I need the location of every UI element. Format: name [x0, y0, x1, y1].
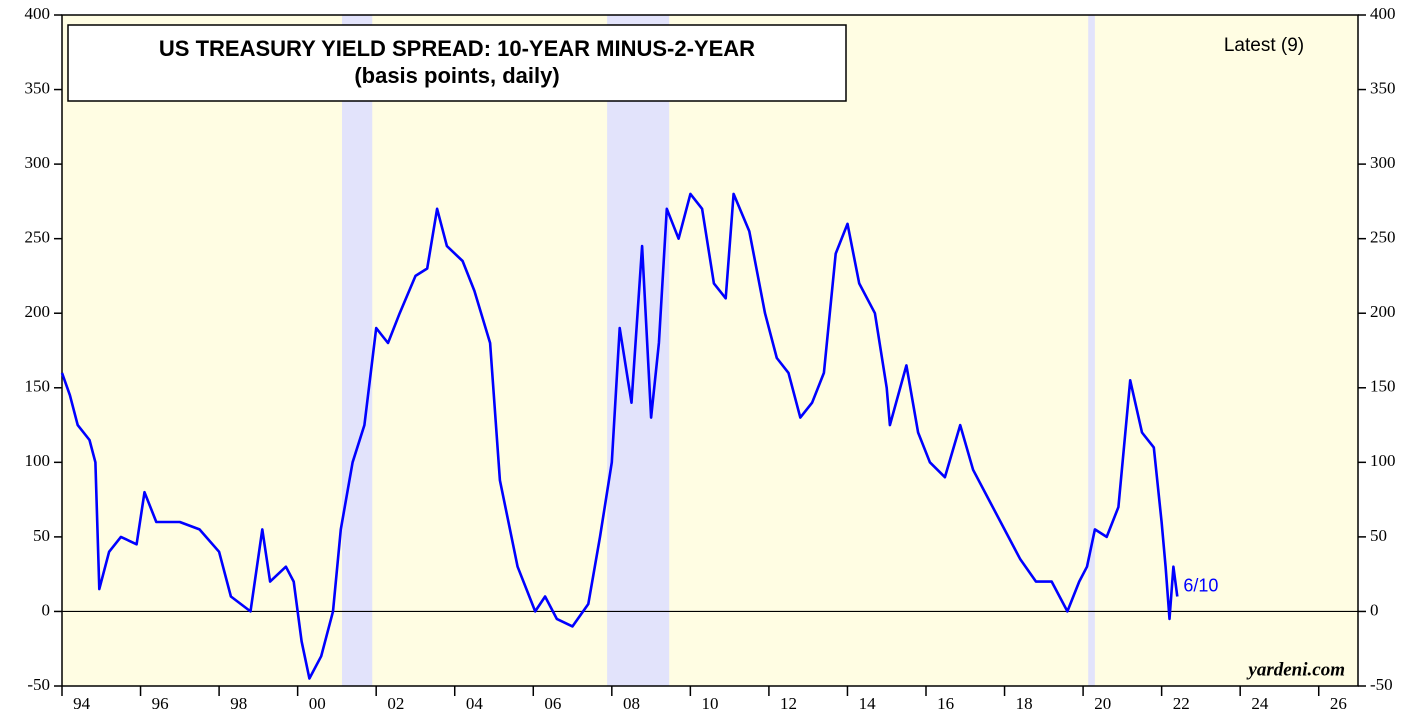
y2-tick-label: -50 [1370, 675, 1393, 694]
y2-tick-label: 250 [1370, 228, 1396, 247]
x-tick-label: 10 [702, 694, 719, 713]
y2-tick-label: 100 [1370, 451, 1396, 470]
plot-frame [61, 14, 1359, 687]
y2-tick-label: 0 [1370, 600, 1379, 619]
y2-tick-label: 50 [1370, 526, 1387, 545]
chart-subtitle: (basis points, daily) [354, 63, 559, 88]
plot-background [62, 15, 1358, 686]
y2-tick-label: 200 [1370, 302, 1396, 321]
x-tick-label: 14 [859, 694, 877, 713]
y-tick-label: -50 [27, 675, 50, 694]
x-tick-label: 02 [387, 694, 404, 713]
y-tick-label: 0 [42, 600, 51, 619]
x-tick-label: 12 [780, 694, 797, 713]
x-tick-label: 00 [309, 694, 326, 713]
x-tick-label: 16 [937, 694, 954, 713]
x-tick-label: 24 [1251, 694, 1269, 713]
y-tick-label: 200 [25, 302, 51, 321]
x-tick-label: 26 [1330, 694, 1347, 713]
series-line [60, 192, 1179, 680]
y2-tick-label: 150 [1370, 377, 1396, 396]
x-tick-label: 18 [1016, 694, 1033, 713]
legend-note: Latest (9) [1224, 35, 1304, 56]
y2-tick-label: 400 [1370, 4, 1396, 23]
x-tick-label: 20 [1094, 694, 1111, 713]
y-tick-label: 400 [25, 4, 51, 23]
y2-tick-label: 300 [1370, 153, 1396, 172]
x-tick-label: 08 [623, 694, 640, 713]
y-tick-label: 100 [25, 451, 51, 470]
recession-band [607, 15, 670, 686]
source: yardeni.com [1246, 659, 1345, 680]
y-tick-label: 300 [25, 153, 51, 172]
x-tick-label: 22 [1173, 694, 1190, 713]
y2-tick-label: 350 [1370, 78, 1396, 97]
x-tick-label: 04 [466, 694, 484, 713]
title-box [67, 24, 847, 102]
x-tick-label: 94 [73, 694, 91, 713]
recession-band [342, 15, 373, 686]
y-tick-label: 150 [25, 377, 51, 396]
latest-label: 6/10 [1183, 575, 1218, 595]
x-tick-label: 96 [152, 694, 169, 713]
x-tick-label: 06 [544, 694, 561, 713]
x-tick-label: 98 [230, 694, 247, 713]
y-tick-label: 350 [25, 78, 51, 97]
recession-band [1088, 15, 1095, 686]
y-tick-label: 250 [25, 228, 51, 247]
y-tick-label: 50 [33, 526, 50, 545]
chart-title: US TREASURY YIELD SPREAD: 10-YEAR MINUS-… [159, 36, 755, 61]
